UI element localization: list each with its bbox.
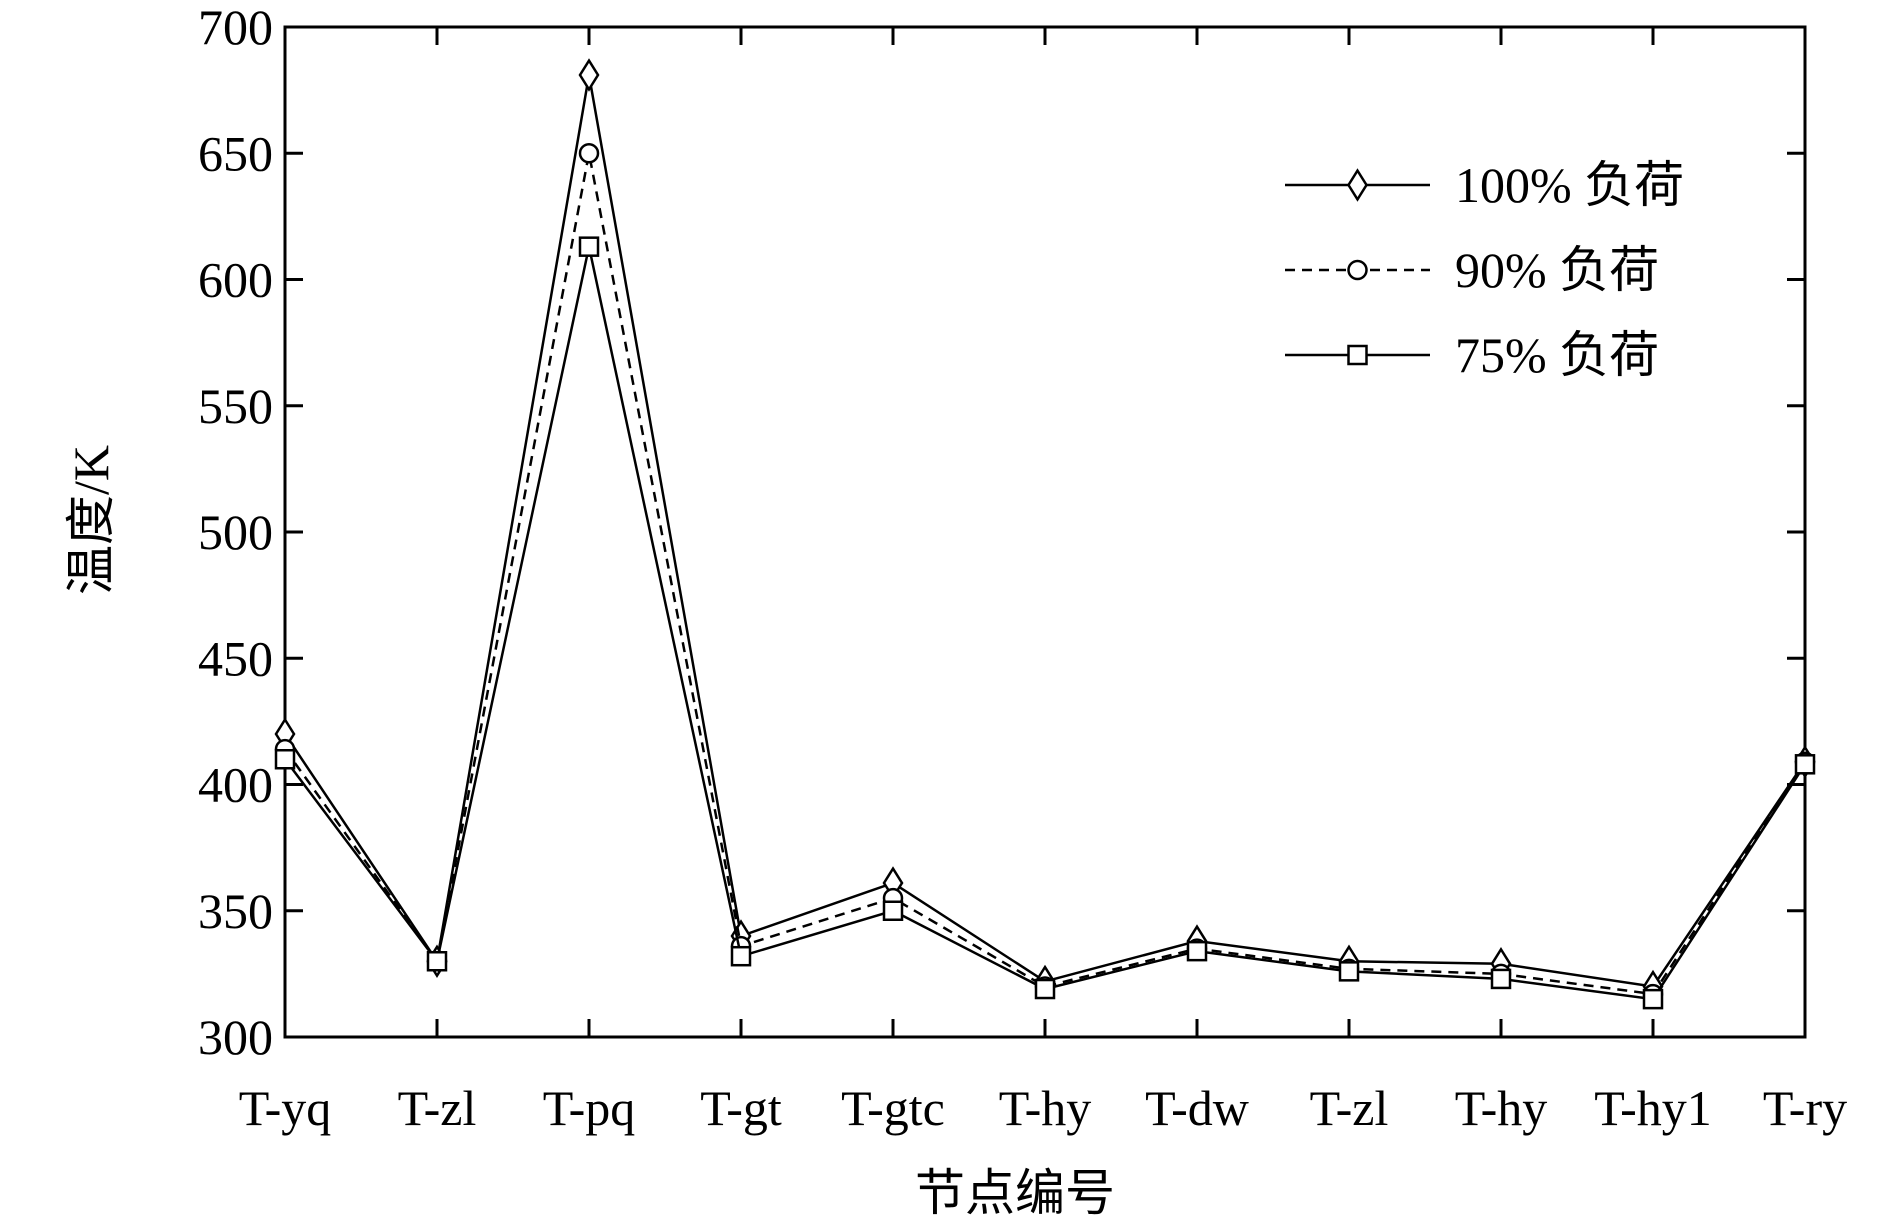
x-axis-label: 节点编号 bbox=[915, 1165, 1115, 1221]
y-tick-label: 550 bbox=[198, 378, 273, 434]
y-tick-label: 350 bbox=[198, 883, 273, 939]
square-marker bbox=[1338, 961, 1360, 982]
x-tick-label: T-zl bbox=[398, 1080, 477, 1136]
square-marker bbox=[730, 945, 752, 967]
legend-item: 75% 负荷 bbox=[1285, 327, 1659, 383]
y-axis-label: 温度/K bbox=[63, 445, 119, 595]
square-marker bbox=[1642, 988, 1664, 1010]
y-tick-label: 700 bbox=[198, 0, 273, 55]
square-marker bbox=[1347, 344, 1368, 366]
y-tick-label: 650 bbox=[198, 125, 273, 181]
square-marker bbox=[274, 749, 296, 770]
legend-label: 100% 负荷 bbox=[1455, 157, 1684, 213]
x-tick-label: T-gtc bbox=[841, 1080, 945, 1136]
circle-marker bbox=[1347, 259, 1368, 281]
square-marker bbox=[1186, 940, 1208, 962]
x-tick-label: T-dw bbox=[1145, 1080, 1249, 1136]
x-tick-label: T-gt bbox=[700, 1080, 782, 1136]
circle-marker bbox=[578, 143, 600, 164]
x-tick-label: T-ry bbox=[1763, 1080, 1847, 1136]
y-tick-label: 600 bbox=[198, 252, 273, 308]
x-tick-label: T-hy bbox=[1455, 1080, 1548, 1136]
square-marker bbox=[1490, 968, 1512, 990]
y-axis: 300 350 400 450 500 550 600 650 700 bbox=[198, 0, 1805, 1065]
series-3 bbox=[274, 236, 1816, 1010]
legend-item: 90% 负荷 bbox=[1285, 242, 1659, 298]
square-marker bbox=[426, 951, 448, 972]
series-layer bbox=[274, 58, 1816, 1010]
y-tick-label: 300 bbox=[198, 1009, 273, 1065]
legend-label: 75% 负荷 bbox=[1455, 327, 1659, 383]
square-marker bbox=[882, 900, 904, 921]
x-tick-label: T-hy1 bbox=[1594, 1080, 1712, 1136]
legend-item: 100% 负荷 bbox=[1285, 157, 1684, 213]
legend: 100% 负荷 90% 负荷 75% 负荷 bbox=[1285, 157, 1684, 383]
square-marker bbox=[578, 236, 600, 257]
x-tick-label: T-pq bbox=[543, 1080, 636, 1136]
square-marker bbox=[1034, 978, 1056, 1000]
diamond-marker bbox=[1347, 168, 1368, 202]
square-marker bbox=[1794, 754, 1816, 775]
series-line bbox=[283, 153, 1807, 996]
x-axis: T-yq T-zl T-pq T-gt T-gtc T-hy T-dw T-zl T-hy T-h… bbox=[239, 27, 1847, 1136]
legend-label: 90% 负荷 bbox=[1455, 242, 1659, 298]
x-tick-label: T-zl bbox=[1310, 1080, 1389, 1136]
y-tick-label: 450 bbox=[198, 630, 273, 686]
x-tick-label: T-hy bbox=[999, 1080, 1092, 1136]
y-tick-label: 500 bbox=[198, 504, 273, 560]
y-tick-label: 400 bbox=[198, 757, 273, 813]
x-tick-label: T-yq bbox=[239, 1080, 332, 1136]
diamond-marker bbox=[578, 58, 600, 92]
